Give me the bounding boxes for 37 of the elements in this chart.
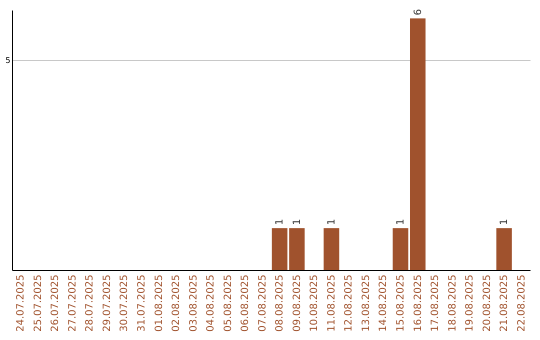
x-tick-label: 12.08.2025 <box>344 274 355 332</box>
data-label: 1 <box>499 218 510 226</box>
x-tick-label: 16.08.2025 <box>412 274 424 332</box>
x-tick-label: 27.07.2025 <box>67 274 78 332</box>
x-tick-label: 30.07.2025 <box>119 274 130 332</box>
x-tick-label: 03.08.2025 <box>188 274 200 332</box>
x-tick-label: 10.08.2025 <box>309 274 320 332</box>
data-label: 1 <box>396 218 406 226</box>
x-tick-label: 07.08.2025 <box>257 274 268 332</box>
x-tick-label: 04.08.2025 <box>206 274 217 332</box>
x-tick-label: 01.08.2025 <box>154 274 165 332</box>
x-tick-label: 15.08.2025 <box>396 274 406 332</box>
x-tick-label: 08.08.2025 <box>274 274 286 332</box>
data-label: 1 <box>274 218 286 226</box>
x-tick-label: 19.08.2025 <box>464 274 476 332</box>
y-tick-label: 5 <box>5 56 10 65</box>
x-tick-label: 29.07.2025 <box>102 274 113 332</box>
data-label: 1 <box>326 218 338 226</box>
x-tick-label: 28.07.2025 <box>84 274 96 332</box>
x-tick-label: 20.08.2025 <box>482 274 493 332</box>
x-tick-label: 11.08.2025 <box>326 274 338 332</box>
x-tick-label: 26.07.2025 <box>50 274 62 332</box>
x-tick-label: 13.08.2025 <box>360 274 372 332</box>
x-tick-label: 09.08.2025 <box>292 274 303 332</box>
x-tick-label: 24.07.2025 <box>16 274 27 332</box>
x-tick-label: 17.08.2025 <box>430 274 442 332</box>
data-label: 1 <box>292 218 303 226</box>
x-tick-label: 06.08.2025 <box>240 274 252 332</box>
x-tick-label: 21.08.2025 <box>499 274 510 332</box>
x-tick-label: 18.08.2025 <box>447 274 458 332</box>
x-tick-label: 22.08.2025 <box>516 274 528 332</box>
x-tick-label: 14.08.2025 <box>378 274 390 332</box>
x-tick-label: 31.07.2025 <box>136 274 148 332</box>
x-tick-label: 25.07.2025 <box>32 274 44 332</box>
x-tick-label: 05.08.2025 <box>222 274 234 332</box>
x-tick-label: 02.08.2025 <box>171 274 182 332</box>
data-label: 6 <box>412 9 424 16</box>
